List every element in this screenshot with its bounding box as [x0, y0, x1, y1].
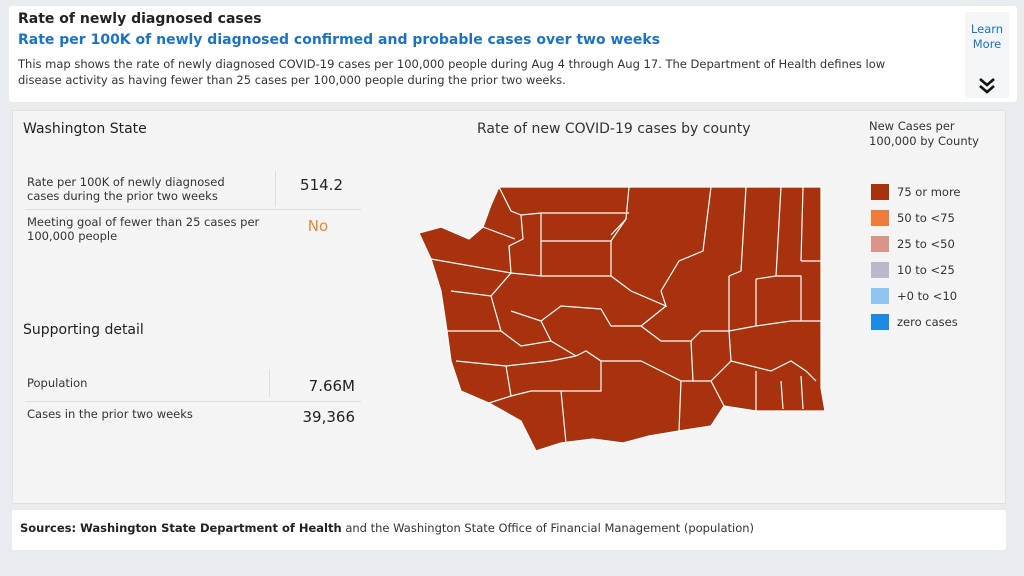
divider [275, 171, 276, 207]
rate-value: 514.2 [300, 176, 343, 194]
legend-title-line2: 100,000 by County [869, 134, 979, 148]
supporting-title: Supporting detail [23, 322, 144, 338]
goal-label: Meeting goal of fewer than 25 cases per … [27, 215, 260, 243]
county-border [510, 310, 542, 322]
divider [25, 209, 361, 210]
legend-label: zero cases [897, 315, 958, 329]
county-border [455, 355, 577, 367]
cases-label: Cases in the prior two weeks [27, 407, 193, 421]
county-border [450, 241, 542, 297]
county-border [776, 275, 802, 321]
county-border [508, 214, 524, 274]
learn-more-line2: More [972, 37, 1002, 51]
county-border [482, 226, 516, 240]
county-border [610, 275, 667, 308]
legend-swatch [871, 236, 889, 252]
sources-rest: and the Washington State Office of Finan… [341, 521, 755, 535]
county-border [693, 330, 732, 382]
divider [269, 369, 270, 397]
legend-swatch [871, 288, 889, 304]
footer-panel: Sources: Washington State Department of … [12, 510, 1006, 550]
sources-prefix: Sources: [20, 521, 81, 535]
learn-more-link[interactable]: Learn More [965, 22, 1009, 52]
legend-swatch [871, 262, 889, 278]
goal-value: No [307, 217, 329, 235]
legend-label: 10 to <25 [897, 263, 955, 277]
county-border [640, 276, 730, 342]
legend-swatch [871, 314, 889, 330]
county-border [430, 258, 512, 274]
sources-text: Sources: Washington State Department of … [20, 521, 754, 535]
legend-label: +0 to <10 [897, 289, 958, 303]
page-subtitle: Rate per 100K of newly diagnosed confirm… [18, 32, 661, 48]
county-border [505, 365, 512, 397]
rate-label: Rate per 100K of newly diagnosed cases d… [27, 175, 225, 203]
population-value: 7.66M [308, 377, 355, 395]
county-border [780, 380, 784, 410]
main-panel: Washington State Rate per 100K of newly … [12, 110, 1006, 504]
county-border [488, 390, 532, 404]
page-title: Rate of newly diagnosed cases [18, 11, 262, 27]
county-border [800, 186, 804, 262]
legend-title: New Cases per 100,000 by County [869, 119, 979, 149]
legend-label: 50 to <75 [897, 211, 955, 225]
washington-state-outline [418, 186, 826, 452]
header-panel: Rate of newly diagnosed cases Rate per 1… [9, 6, 1017, 102]
page-description: This map shows the rate of newly diagnos… [18, 57, 886, 87]
double-chevron-down-icon[interactable] [975, 76, 999, 96]
washington-county-map[interactable] [411, 181, 831, 455]
learn-more-panel: Learn More [965, 12, 1009, 98]
county-border [601, 360, 682, 432]
sources-doh: Washington State Department of Health [80, 521, 342, 535]
county-border [730, 360, 817, 382]
county-border [660, 186, 712, 292]
state-title: Washington State [23, 121, 147, 137]
county-border [728, 186, 747, 277]
legend-label: 75 or more [897, 185, 961, 199]
cases-value: 39,366 [302, 408, 356, 426]
county-border [800, 375, 804, 410]
population-label: Population [27, 376, 88, 390]
divider [25, 401, 361, 402]
legend-label: 25 to <50 [897, 237, 955, 251]
county-border [490, 295, 577, 357]
map-title: Rate of new COVID-19 cases by county [477, 121, 751, 137]
legend-title-line1: New Cases per [869, 119, 955, 133]
legend-swatch [871, 184, 889, 200]
county-border [710, 380, 725, 407]
learn-more-line1: Learn [970, 22, 1004, 36]
county-border [755, 320, 821, 327]
legend-swatch [871, 210, 889, 226]
county-border [540, 213, 627, 242]
